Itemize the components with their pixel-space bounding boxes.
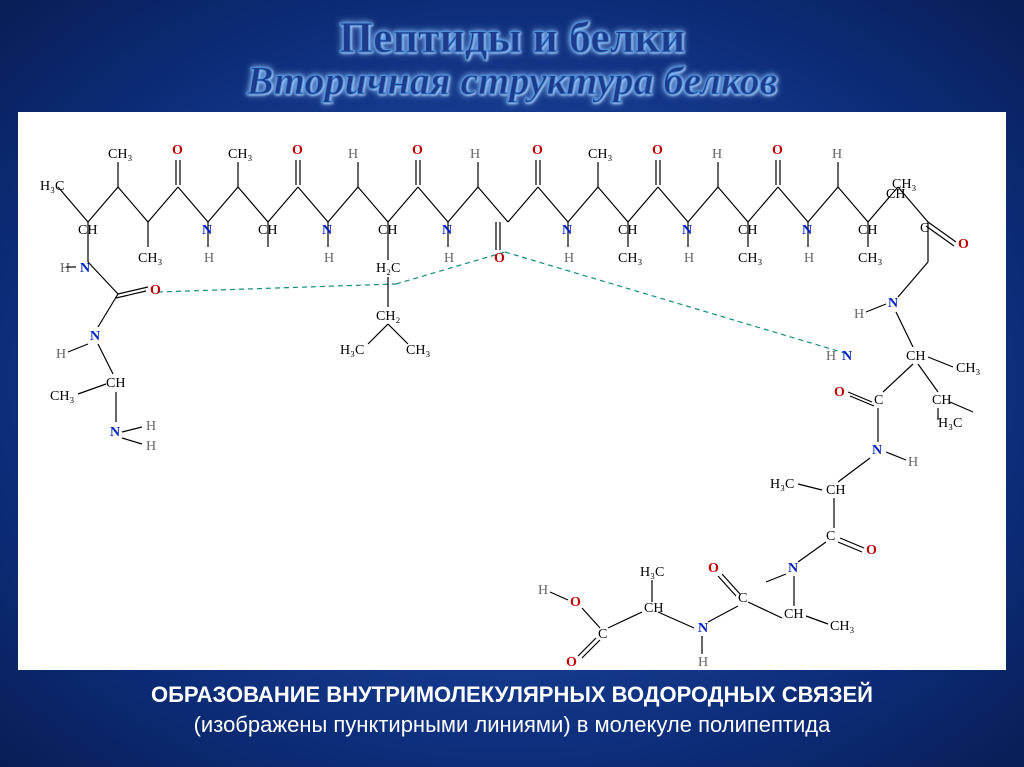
- svg-text:CH₂: CH₂: [376, 309, 400, 324]
- svg-text:CH: CH: [378, 223, 397, 238]
- svg-text:N: N: [842, 349, 852, 364]
- svg-text:H₃C: H₃C: [938, 416, 962, 431]
- svg-text:O: O: [834, 385, 845, 400]
- svg-text:CH₃: CH₃: [956, 361, 980, 376]
- svg-text:CH: CH: [932, 393, 951, 408]
- caption-bold: ОБРАЗОВАНИЕ ВНУТРИМОЛЕКУЛЯРНЫХ ВОДОРОДНЫ…: [151, 682, 873, 707]
- svg-text:CH₃: CH₃: [138, 251, 162, 266]
- svg-text:O: O: [412, 143, 423, 158]
- svg-text:CH₃: CH₃: [228, 147, 252, 162]
- svg-text:H: H: [56, 347, 66, 362]
- svg-text:CH: CH: [784, 607, 803, 622]
- svg-text:CH: CH: [738, 223, 757, 238]
- svg-text:N: N: [202, 223, 212, 238]
- svg-text:CH₃: CH₃: [588, 147, 612, 162]
- svg-text:H: H: [712, 147, 722, 162]
- svg-text:H₃C: H₃C: [340, 343, 364, 358]
- svg-text:O: O: [708, 561, 719, 576]
- svg-text:CH: CH: [906, 349, 925, 364]
- svg-text:N: N: [682, 223, 692, 238]
- svg-text:O: O: [172, 143, 183, 158]
- svg-text:N: N: [788, 561, 798, 576]
- svg-text:H: H: [684, 251, 694, 266]
- svg-text:N: N: [442, 223, 452, 238]
- top-backbone: [58, 160, 898, 260]
- svg-text:CH: CH: [618, 223, 637, 238]
- svg-text:O: O: [566, 655, 577, 670]
- svg-text:H: H: [146, 439, 156, 454]
- svg-text:N: N: [698, 621, 708, 636]
- svg-text:O: O: [494, 251, 505, 266]
- svg-text:O: O: [866, 543, 877, 558]
- svg-text:H: H: [908, 455, 918, 470]
- svg-text:O: O: [570, 595, 581, 610]
- svg-text:N: N: [90, 329, 100, 344]
- svg-text:H: H: [832, 147, 842, 162]
- svg-text:H: H: [564, 251, 574, 266]
- svg-text:H: H: [444, 251, 454, 266]
- svg-text:H₃C: H₃C: [40, 179, 64, 194]
- svg-text:CH: CH: [886, 187, 905, 202]
- svg-text:N: N: [888, 296, 898, 311]
- svg-text:O: O: [532, 143, 543, 158]
- svg-text:C: C: [874, 393, 883, 408]
- svg-text:H: H: [324, 251, 334, 266]
- caption: ОБРАЗОВАНИЕ ВНУТРИМОЛЕКУЛЯРНЫХ ВОДОРОДНЫ…: [0, 680, 1024, 739]
- svg-text:CH₃: CH₃: [830, 619, 854, 634]
- svg-text:H: H: [60, 261, 70, 276]
- svg-text:CH₃: CH₃: [858, 251, 882, 266]
- svg-text:O: O: [772, 143, 783, 158]
- polypeptide-structure-svg: H₃C CH CH₃ CH₃ O N H CH₃ CH O N H CH O N…: [18, 112, 1006, 670]
- svg-text:CH: CH: [644, 601, 663, 616]
- svg-text:N: N: [802, 223, 812, 238]
- svg-text:H: H: [804, 251, 814, 266]
- svg-text:CH: CH: [826, 483, 845, 498]
- svg-text:N: N: [80, 261, 90, 276]
- svg-text:N: N: [322, 223, 332, 238]
- svg-text:C: C: [826, 529, 835, 544]
- slide-title: Пептиды и белки: [0, 12, 1024, 63]
- svg-text:CH₃: CH₃: [406, 343, 430, 358]
- svg-text:CH₃: CH₃: [50, 389, 74, 404]
- svg-text:O: O: [292, 143, 303, 158]
- svg-text:H₂C: H₂C: [376, 261, 400, 276]
- svg-text:O: O: [652, 143, 663, 158]
- svg-text:H: H: [826, 349, 836, 364]
- title-block: Пептиды и белки Вторичная структура белк…: [0, 0, 1024, 104]
- svg-text:H: H: [538, 583, 548, 598]
- svg-text:O: O: [150, 283, 161, 298]
- svg-text:H: H: [854, 307, 864, 322]
- svg-text:CH₃: CH₃: [618, 251, 642, 266]
- slide-subtitle: Вторичная структура белков: [0, 57, 1024, 104]
- svg-text:N: N: [110, 425, 120, 440]
- svg-text:C: C: [920, 221, 929, 236]
- svg-text:H: H: [348, 147, 358, 162]
- svg-text:CH₃: CH₃: [108, 147, 132, 162]
- svg-text:CH: CH: [258, 223, 277, 238]
- svg-text:H: H: [470, 147, 480, 162]
- svg-text:H₃C: H₃C: [640, 565, 664, 580]
- svg-text:CH: CH: [106, 376, 125, 391]
- svg-text:CH: CH: [858, 223, 877, 238]
- svg-text:H: H: [146, 419, 156, 434]
- svg-text:H: H: [698, 655, 708, 670]
- svg-text:CH₃: CH₃: [738, 251, 762, 266]
- svg-text:N: N: [562, 223, 572, 238]
- svg-text:N: N: [872, 443, 882, 458]
- svg-text:H₃C: H₃C: [770, 477, 794, 492]
- caption-line2: (изображены пунктирными линиями) в молек…: [194, 712, 831, 737]
- svg-text:H: H: [204, 251, 214, 266]
- svg-text:O: O: [958, 237, 969, 252]
- chemical-diagram: H₃C CH CH₃ CH₃ O N H CH₃ CH O N H CH O N…: [18, 112, 1006, 670]
